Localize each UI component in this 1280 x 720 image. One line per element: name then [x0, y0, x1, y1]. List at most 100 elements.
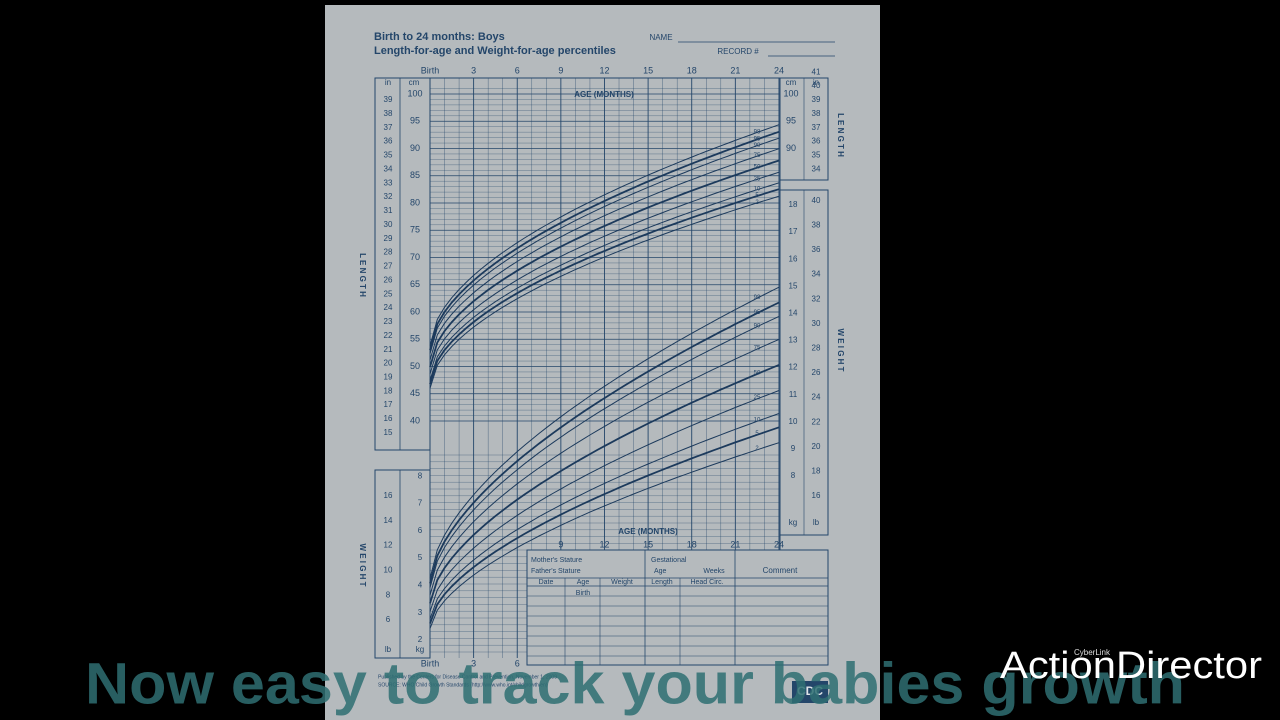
title: Birth to 24 months: Boys: [374, 31, 505, 43]
lb-tick-label: 38: [812, 221, 821, 230]
length-curve: [429, 159, 780, 368]
age-axis-title: AGE (MONTHS): [618, 527, 678, 536]
unit-label: lb: [385, 645, 392, 654]
kg-tick-label: 15: [789, 281, 798, 290]
lb-tick-label: 14: [384, 516, 393, 525]
in-tick-label: 21: [384, 345, 393, 354]
weight-curve: [429, 338, 780, 596]
name-label: NAME: [649, 33, 672, 42]
kg-tick-label: 13: [789, 336, 798, 345]
cm-tick-label: 90: [786, 143, 796, 153]
in-tick-label: 28: [384, 248, 393, 257]
lb-tick-label: 6: [386, 615, 391, 624]
footer-text: SOURCE: WHO Child Growth Standards (http…: [378, 682, 548, 688]
in-tick-label: 35: [384, 151, 393, 160]
cm-tick-label: 100: [783, 88, 798, 98]
table-column: Length: [651, 579, 673, 586]
percentile-label: 98: [754, 130, 761, 136]
lb-tick-label: 34: [812, 270, 821, 279]
age-tick-label: 21: [730, 539, 740, 549]
age-tick-label: 6: [515, 658, 520, 668]
brand: ActionDirector: [1000, 645, 1262, 687]
percentile-label: 50: [754, 370, 761, 376]
cm-tick-label: 85: [410, 170, 420, 180]
weight-curve: [429, 364, 780, 604]
in-tick-label: 39: [812, 95, 821, 104]
in-tick-label: 38: [384, 109, 393, 118]
in-tick-label: 16: [384, 414, 393, 423]
age-tick-label: 6: [515, 65, 520, 75]
age-tick-label: 24: [774, 65, 784, 75]
percentile-label: 25: [754, 176, 761, 182]
record-label: RECORD #: [717, 47, 759, 56]
cm-tick-label: 80: [410, 197, 420, 207]
lb-tick-label: 20: [812, 442, 821, 451]
age-tick-label: 15: [643, 539, 653, 549]
lb-tick-label: 30: [812, 319, 821, 328]
percentile-label: 10: [754, 417, 761, 423]
kg-tick-label: 5: [418, 553, 423, 562]
kg-tick-label: 4: [418, 581, 423, 590]
weight-curve: [429, 286, 780, 579]
in-tick-label: 36: [384, 137, 393, 146]
cm-tick-label: 70: [410, 252, 420, 262]
weight-curve: [429, 315, 780, 588]
in-tick-label: 27: [384, 262, 393, 271]
in-tick-label: 33: [384, 178, 393, 187]
percentile-label: 2: [755, 200, 759, 206]
in-tick-label: 17: [384, 400, 393, 409]
age-tick-label: 18: [687, 65, 697, 75]
percentile-label: 2: [755, 446, 759, 452]
brand-small: CyberLink: [1074, 648, 1111, 657]
weight-curve: [429, 413, 780, 620]
weight-curve: [429, 301, 780, 584]
percentile-label: 95: [754, 310, 761, 316]
table-label: Weeks: [703, 568, 725, 575]
cm-tick-label: 75: [410, 225, 420, 235]
kg-tick-label: 16: [789, 254, 798, 263]
kg-tick-label: 2: [418, 635, 423, 644]
in-tick-label: 35: [812, 151, 821, 160]
in-tick-label: 20: [384, 359, 393, 368]
cm-tick-label: 90: [410, 143, 420, 153]
cm-tick-label: 100: [407, 88, 422, 98]
age-tick-label: 15: [643, 65, 653, 75]
subtitle: Length-for-age and Weight-for-age percen…: [374, 45, 616, 57]
weight-word: W E I G H T: [836, 328, 845, 371]
caption: Now easy to track your babies growth: [85, 651, 1185, 716]
cm-tick-label: 95: [786, 116, 796, 126]
unit-label: lb: [813, 518, 820, 527]
age-tick-label: Birth: [421, 658, 440, 668]
table-label: Comment: [763, 566, 798, 575]
weight-word: W E I G H T: [358, 543, 367, 586]
length-curve: [429, 130, 780, 351]
length-curve: [429, 137, 780, 354]
in-tick-label: 38: [812, 109, 821, 118]
in-tick-label: 34: [384, 164, 393, 173]
length-curve: [429, 188, 780, 385]
weight-curve: [429, 426, 780, 624]
table-column: Age: [577, 579, 590, 586]
in-tick-label: 15: [384, 428, 393, 437]
age-tick-label: 3: [471, 65, 476, 75]
in-tick-label: 41: [812, 67, 821, 76]
cm-tick-label: 95: [410, 116, 420, 126]
age-tick-label: 12: [599, 65, 609, 75]
lb-tick-label: 8: [386, 590, 391, 599]
kg-tick-label: 7: [418, 499, 423, 508]
kg-tick-label: 8: [791, 471, 796, 480]
in-tick-label: 18: [384, 386, 393, 395]
in-tick-label: 37: [384, 123, 393, 132]
percentile-label: 5: [755, 431, 759, 437]
percentile-label: 75: [754, 153, 761, 159]
age-tick-label: 9: [558, 65, 563, 75]
in-tick-label: 30: [384, 220, 393, 229]
in-tick-label: 36: [812, 137, 821, 146]
lb-tick-label: 22: [812, 417, 821, 426]
table-label: Father's Stature: [531, 568, 581, 575]
lb-tick-label: 28: [812, 344, 821, 353]
in-tick-label: 39: [384, 95, 393, 104]
lb-tick-label: 32: [812, 294, 821, 303]
cm-tick-label: 50: [410, 361, 420, 371]
table-column: Head Circ.: [690, 579, 723, 586]
